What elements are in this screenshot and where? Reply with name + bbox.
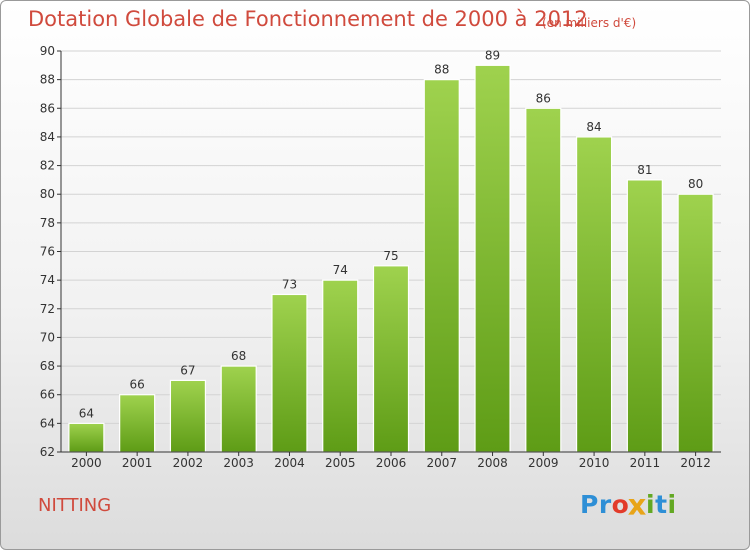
bar-2010 (575, 136, 613, 453)
y-tick-label: 64 (40, 416, 55, 430)
data-label-2007: 88 (434, 63, 449, 77)
bars (68, 64, 714, 453)
bar-2007 (423, 79, 460, 453)
commune-name: NITTING (38, 495, 112, 516)
x-tick-label-2011: 2011 (630, 456, 661, 470)
y-tick-label: 72 (40, 302, 55, 316)
data-label-2002: 67 (180, 363, 195, 377)
x-tick-label-2003: 2003 (223, 456, 254, 470)
bar-2012 (677, 193, 714, 453)
y-tick-label: 80 (40, 187, 55, 201)
data-label-2011: 81 (637, 163, 652, 177)
x-tick-label-2002: 2002 (173, 456, 204, 470)
logo-letter: x (628, 487, 648, 522)
logo-letter: i (667, 490, 677, 519)
data-label-2009: 86 (536, 91, 551, 105)
y-tick-label: 62 (40, 445, 55, 459)
bar-2004 (271, 293, 308, 453)
y-tick-label: 76 (40, 245, 55, 259)
bar-2001 (119, 394, 156, 453)
x-tick-label-2010: 2010 (579, 456, 610, 470)
logo-letter: t (655, 490, 668, 519)
x-tick-label-2000: 2000 (71, 456, 102, 470)
data-label-2001: 66 (130, 378, 145, 392)
y-tick-label: 82 (40, 159, 55, 173)
data-label-2005: 74 (333, 263, 348, 277)
x-tick-label-2004: 2004 (274, 456, 305, 470)
y-tick-label: 78 (40, 216, 55, 230)
chart-subtitle: (en milliers d'€) (542, 16, 637, 30)
bar-2002 (169, 379, 207, 453)
data-label-2004: 73 (282, 277, 297, 291)
bar-2008 (474, 64, 511, 453)
y-tick-label: 68 (40, 359, 55, 373)
labels: 64 66 67 68 73 74 75 88 89 86 84 81 80 (79, 48, 704, 420)
logo-letter: P (580, 490, 599, 519)
chart-title: Dotation Globale de Fonctionnement de 20… (28, 7, 588, 31)
y-tick-label: 84 (40, 130, 55, 144)
bar-2006 (372, 265, 410, 453)
y-tick-label: 90 (40, 44, 55, 58)
y-tick-label: 88 (40, 73, 55, 87)
y-tick-label: 66 (40, 388, 55, 402)
y-tick-label: 70 (40, 330, 55, 344)
x-tick-label-2009: 2009 (528, 456, 559, 470)
data-label-2010: 84 (586, 120, 601, 134)
x-tick-label-2006: 2006 (376, 456, 407, 470)
proxiti-logo[interactable]: Proxiti (580, 487, 677, 524)
bar-2005 (322, 279, 359, 453)
bar-2011 (626, 179, 663, 453)
y-tick-label: 74 (40, 273, 55, 287)
logo-letter: i (646, 490, 656, 519)
bar-2003 (220, 365, 257, 453)
y-tick-label: 86 (40, 101, 55, 115)
x-tick-label-2008: 2008 (477, 456, 508, 470)
logo-letter: o (611, 490, 630, 519)
data-label-2003: 68 (231, 349, 246, 363)
x-tick-label-2005: 2005 (325, 456, 356, 470)
logo-letter: r (598, 490, 612, 519)
x-tick-label-2001: 2001 (122, 456, 153, 470)
bar-2009 (525, 107, 562, 453)
axes: 62 64 66 68 70 72 74 76 78 80 82 84 86 88 90 2000 2001 20… (40, 44, 721, 470)
data-label-2000: 64 (79, 406, 94, 420)
bar-2000 (68, 422, 105, 453)
data-label-2012: 80 (688, 177, 703, 191)
data-label-2006: 75 (383, 249, 398, 263)
x-tick-label-2007: 2007 (426, 456, 457, 470)
data-label-2008: 89 (485, 48, 500, 62)
x-tick-label-2012: 2012 (680, 456, 711, 470)
